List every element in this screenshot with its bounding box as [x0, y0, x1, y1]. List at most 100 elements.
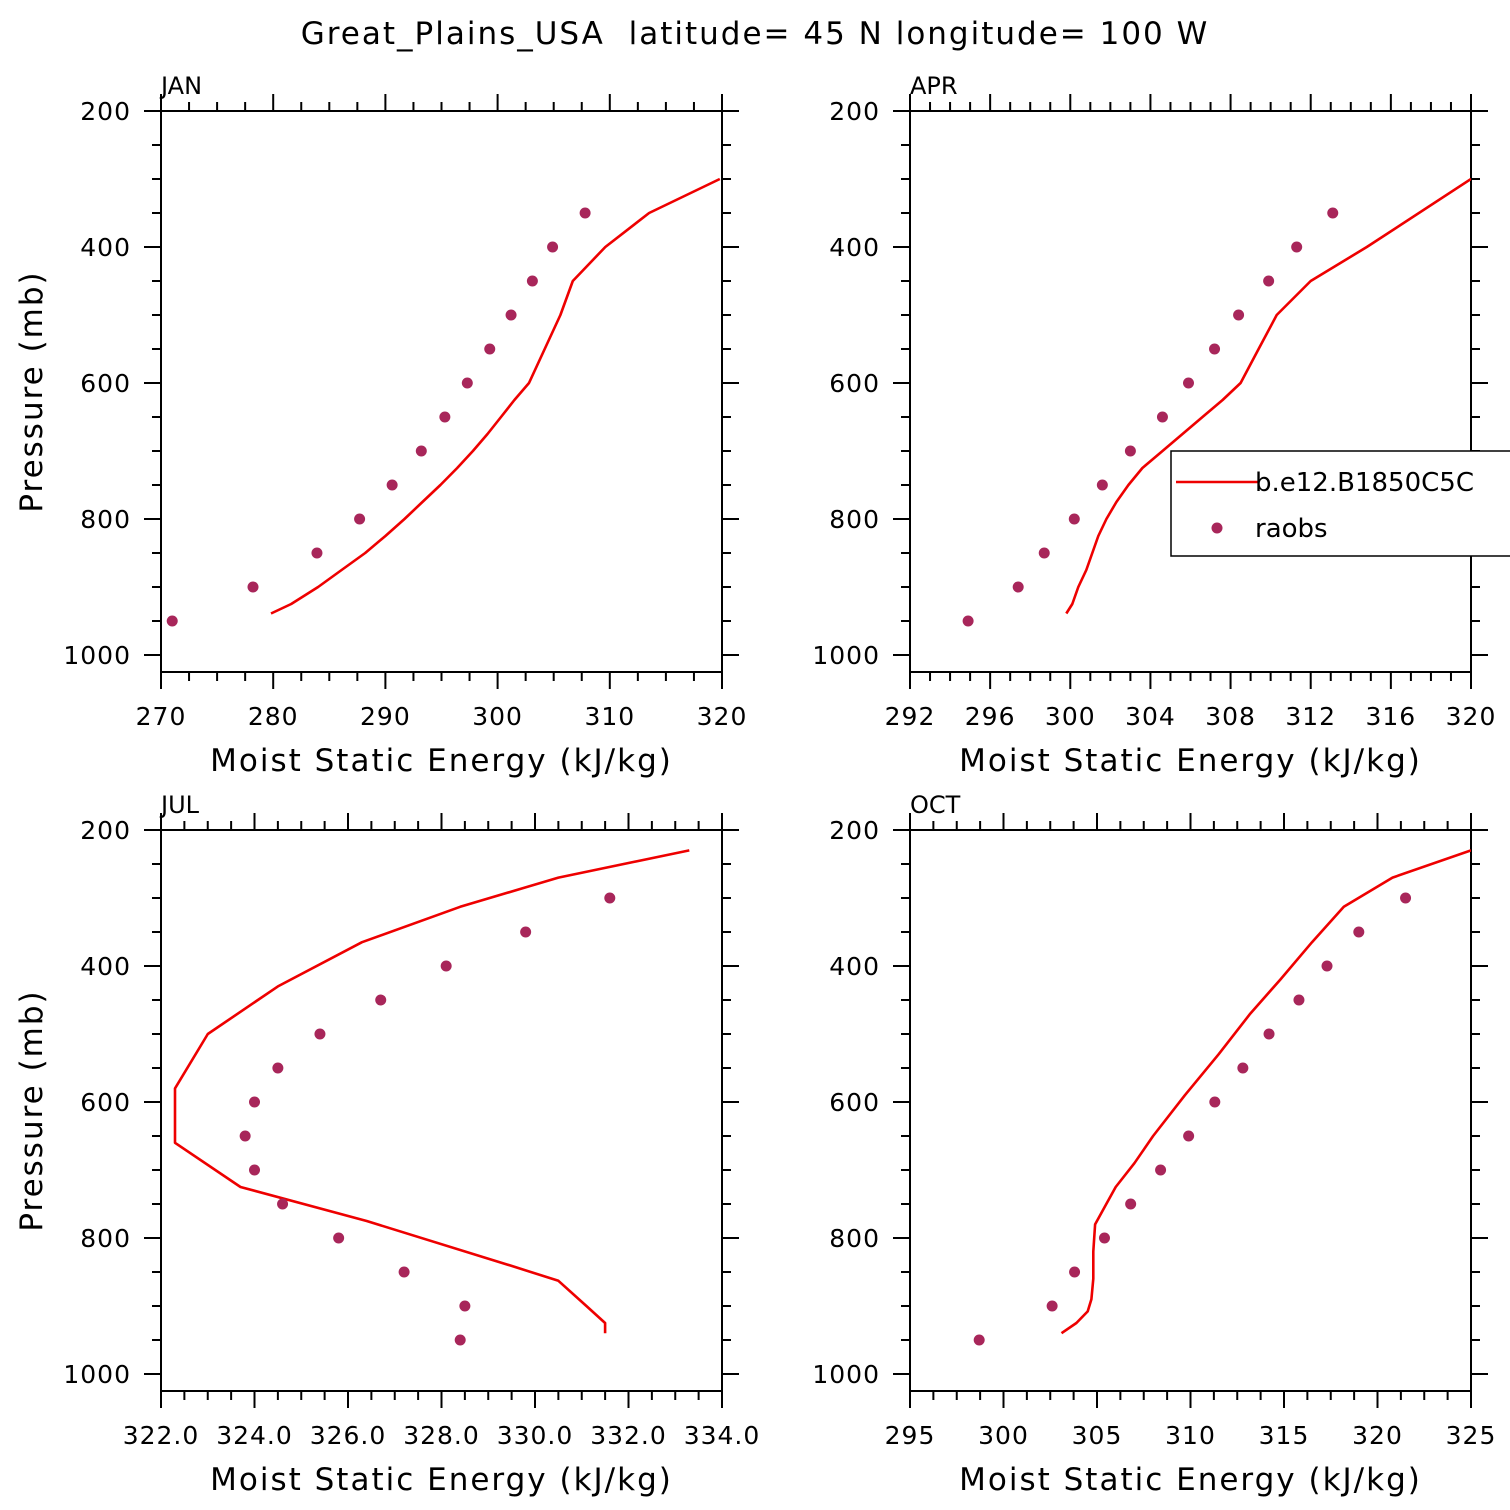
x-tick-label: 326.0 — [310, 1421, 387, 1450]
raobs-point — [375, 994, 387, 1006]
x-tick-label: 290 — [360, 702, 411, 731]
x-tick-label: 332.0 — [590, 1421, 667, 1450]
x-tick-label: 330.0 — [497, 1421, 574, 1450]
model-profile-line — [270, 177, 721, 615]
legend-box — [1170, 450, 1510, 557]
y-tick-label: 600 — [829, 369, 880, 398]
x-axis-title: Moist Static Energy (kJ/kg) — [210, 1462, 673, 1498]
raobs-point — [1096, 479, 1108, 491]
raobs-point — [1293, 994, 1305, 1006]
raobs-point — [1353, 926, 1365, 938]
panel-title: JUL — [159, 791, 200, 819]
model-profile-line — [173, 849, 690, 1334]
y-tick-label: 1000 — [812, 1360, 880, 1389]
x-tick-label: 308 — [1205, 702, 1256, 731]
legend-marker-swatch — [1211, 522, 1223, 534]
x-tick-label: 315 — [1259, 1421, 1310, 1450]
x-tick-label: 295 — [885, 1421, 936, 1450]
raobs-point — [272, 1062, 284, 1074]
raobs-point — [1125, 1198, 1137, 1210]
panel-title: OCT — [910, 791, 961, 819]
raobs-point — [1124, 445, 1136, 457]
raobs-point — [440, 960, 452, 972]
raobs-point — [439, 411, 451, 423]
y-tick-label: 1000 — [63, 1360, 131, 1389]
figure-title: Great_Plains_USA latitude= 45 N longitud… — [301, 16, 1210, 52]
raobs-point — [277, 1198, 289, 1210]
y-tick-label: 600 — [829, 1088, 880, 1117]
y-tick-label: 800 — [80, 505, 131, 534]
raobs-point — [1068, 513, 1080, 525]
panels: 270 280 290 300 310 320 200 400 600 800 1000 JAN Moi… — [14, 72, 1497, 1498]
legend-model-label: b.e12.B1850C5C — [1255, 468, 1474, 498]
y-tick-label: 1000 — [63, 641, 131, 670]
x-axis-title: Moist Static Energy (kJ/kg) — [210, 743, 673, 779]
plot-area — [973, 849, 1471, 1346]
raobs-point — [579, 207, 591, 219]
plot-area — [166, 177, 721, 627]
x-tick-label: 296 — [965, 702, 1016, 731]
y-tick-label: 200 — [80, 97, 131, 126]
y-tick-label: 600 — [80, 369, 131, 398]
y-tick-label: 400 — [80, 233, 131, 262]
model-profile-line — [1060, 849, 1471, 1335]
x-tick-label: 310 — [584, 702, 635, 731]
plot-frame — [909, 829, 1472, 1392]
x-tick-label: 304 — [1125, 702, 1176, 731]
raobs-point — [1156, 411, 1168, 423]
raobs-point — [526, 275, 538, 287]
raobs-point — [520, 926, 532, 938]
raobs-point — [484, 343, 496, 355]
panel-title: APR — [910, 72, 958, 100]
x-tick-label: 280 — [248, 702, 299, 731]
x-tick-label: 316 — [1365, 702, 1416, 731]
x-tick-label: 300 — [1045, 702, 1096, 731]
raobs-point — [547, 241, 559, 253]
x-tick-label: 320 — [697, 702, 748, 731]
x-axis-title: Moist Static Energy (kJ/kg) — [959, 1462, 1422, 1498]
plot-frame — [160, 110, 723, 673]
raobs-point — [973, 1334, 985, 1346]
x-tick-label: 312 — [1285, 702, 1336, 731]
raobs-point — [1046, 1300, 1058, 1312]
x-tick-label: 310 — [1165, 1421, 1216, 1450]
y-tick-label: 400 — [829, 233, 880, 262]
raobs-point — [311, 547, 323, 559]
x-tick-label: 305 — [1072, 1421, 1123, 1450]
raobs-point — [247, 581, 259, 593]
x-tick-label: 300 — [472, 702, 523, 731]
raobs-point — [333, 1232, 345, 1244]
x-tick-label: 320 — [1446, 702, 1497, 731]
panel-title: JAN — [159, 72, 202, 100]
panel-oct: 295 300 305 310 315 320 325 200 400 600 800 1000 OCT… — [812, 791, 1497, 1498]
y-axis-title: Pressure (mb) — [14, 270, 50, 512]
raobs-point — [249, 1164, 260, 1176]
legend: b.e12.B1850C5C raobs — [1170, 450, 1510, 557]
raobs-point — [1155, 1164, 1167, 1176]
x-tick-label: 325 — [1446, 1421, 1497, 1450]
model-profile-line — [1065, 177, 1471, 615]
raobs-point — [505, 309, 517, 321]
x-tick-label: 324.0 — [216, 1421, 293, 1450]
raobs-point — [454, 1334, 466, 1346]
y-tick-label: 800 — [829, 1224, 880, 1253]
raobs-point — [1209, 1096, 1221, 1108]
raobs-point — [166, 615, 178, 627]
raobs-point — [1263, 275, 1275, 287]
panel-jan: 270 280 290 300 310 320 200 400 600 800 1000 JAN Moi… — [14, 72, 748, 779]
plot-area — [173, 849, 690, 1346]
raobs-point — [1182, 377, 1194, 389]
raobs-point — [314, 1028, 326, 1040]
x-tick-label: 334.0 — [684, 1421, 761, 1450]
y-axis-title: Pressure (mb) — [14, 989, 50, 1231]
raobs-point — [962, 615, 974, 627]
y-tick-label: 200 — [829, 816, 880, 845]
raobs-point — [354, 513, 366, 525]
raobs-point — [1321, 960, 1333, 972]
y-tick-label: 400 — [829, 952, 880, 981]
raobs-point — [1012, 581, 1024, 593]
raobs-point — [459, 1300, 471, 1312]
raobs-point — [1183, 1130, 1195, 1142]
y-tick-label: 200 — [829, 97, 880, 126]
